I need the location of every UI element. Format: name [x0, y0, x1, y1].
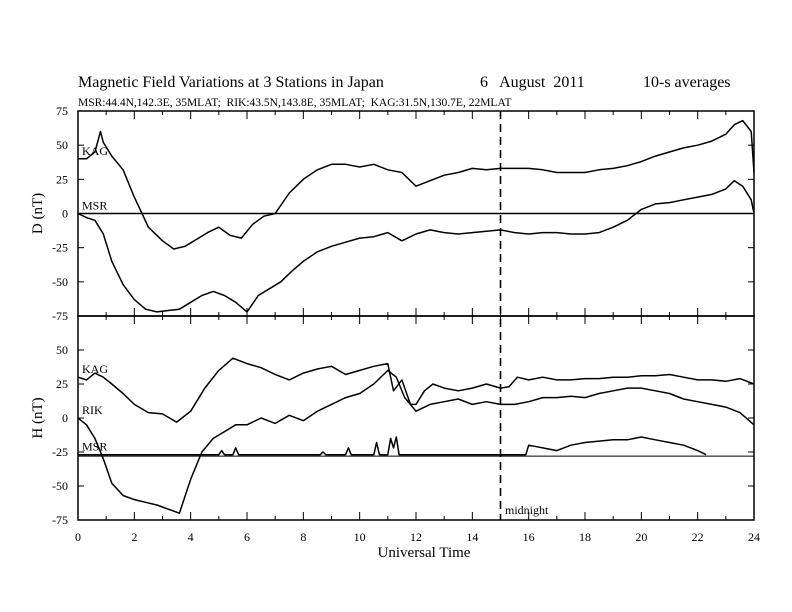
y-axis-label: D (nT): [30, 193, 46, 234]
y-tick-label: -75: [52, 513, 68, 527]
panel-frame: [77, 315, 755, 521]
x-tick-label: 22: [692, 530, 704, 544]
x-tick-label: 24: [748, 530, 760, 544]
panel-1: KAG MSR 75 50 25 0 -25 -50 -75 D (nT): [30, 104, 755, 323]
y-tick-label: 50: [56, 343, 68, 357]
x-tick-label: 16: [523, 530, 535, 544]
y-tick-label: 50: [56, 138, 68, 152]
x-tick-label: 4: [188, 530, 194, 544]
chart-date: 6 August 2011: [480, 74, 585, 91]
series-line-msr: [78, 436, 707, 456]
y-tick-label: 0: [62, 207, 68, 221]
x-tick-label: 6: [244, 530, 250, 544]
series-label-kag: KAG: [82, 362, 108, 376]
midnight-annotation: midnight: [505, 503, 549, 517]
x-axis-label: Universal Time: [378, 545, 471, 561]
panels-layer: KAG MSR 75 50 25 0 -25 -50 -75 D (nT) KAG RIK MSR 50 2…: [30, 104, 760, 544]
panel-2: KAG RIK MSR 50 25 0 -25 -50 -75 H (nT): [30, 315, 755, 527]
y-tick-label: 0: [62, 411, 68, 425]
x-tick-label: 8: [300, 530, 306, 544]
y-tick-label: 25: [56, 377, 68, 391]
y-tick-label: 75: [56, 104, 68, 118]
series-label-msr: MSR: [82, 440, 107, 454]
y-tick-label: -75: [52, 309, 68, 323]
series-line-msr: [77, 179, 755, 313]
y-tick-label: -50: [52, 479, 68, 493]
x-tick-label: 0: [75, 530, 81, 544]
series-label-msr: MSR: [82, 199, 107, 213]
y-tick-label: -50: [52, 275, 68, 289]
series-label-rik: RIK: [82, 403, 103, 417]
station-coordinates: MSR:44.4N,142.3E, 35MLAT; RIK:43.5N,143.…: [78, 97, 512, 109]
series-line-rik: [77, 369, 755, 514]
x-tick-label: 18: [579, 530, 591, 544]
x-tick-label: 14: [466, 530, 478, 544]
y-axis-label: H (nT): [30, 397, 46, 438]
series-label-kag: KAG: [82, 144, 108, 158]
x-tick-label: 20: [635, 530, 647, 544]
y-tick-label: 25: [56, 172, 68, 186]
y-tick-label: -25: [52, 445, 68, 459]
chart-title: Magnetic Field Variations at 3 Stations …: [78, 74, 384, 91]
x-tick-label: 12: [410, 530, 422, 544]
series-line-kag: [78, 119, 755, 250]
x-tick-label: 10: [354, 530, 366, 544]
y-tick-label: -25: [52, 241, 68, 255]
chart-resolution: 10-s averages: [643, 74, 731, 91]
x-tick-label: 2: [131, 530, 137, 544]
